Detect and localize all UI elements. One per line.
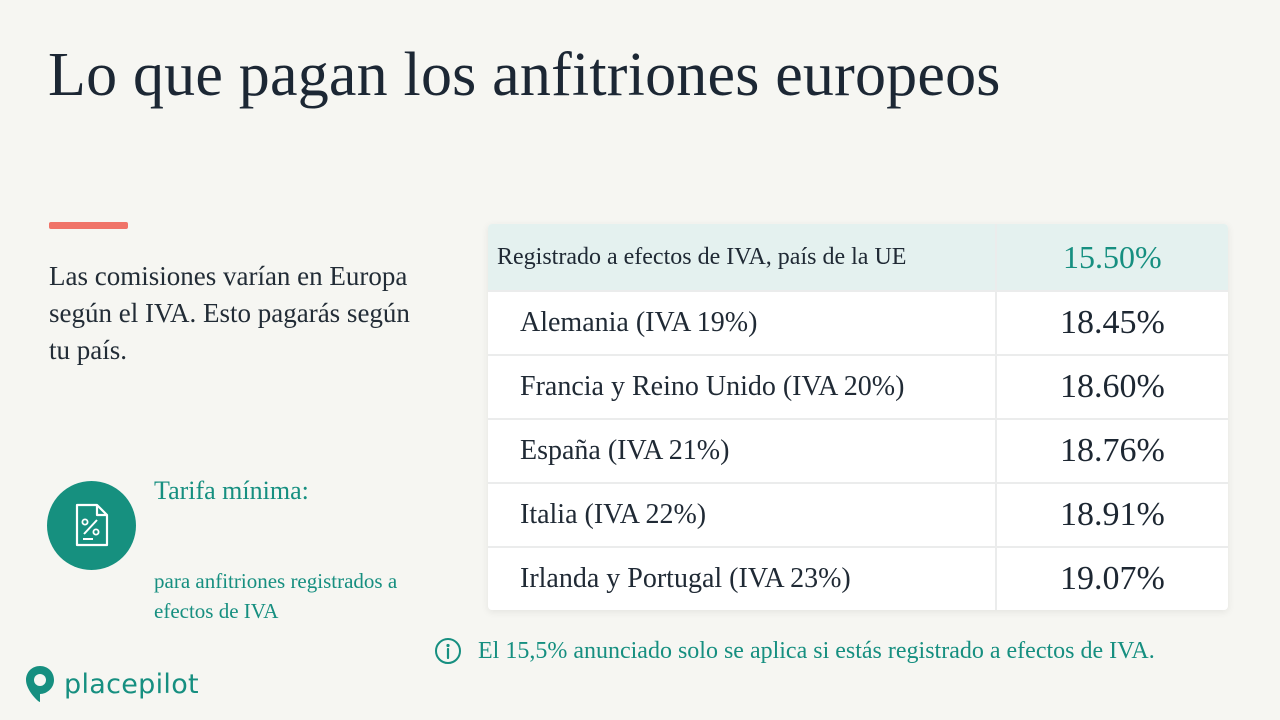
row-label: Francia y Reino Unido (IVA 20%): [488, 355, 997, 420]
accent-divider: [49, 222, 128, 229]
page-title: Lo que pagan los anfitriones europeos: [48, 41, 1001, 109]
row-value: 18.76%: [995, 419, 1228, 484]
row-label: Irlanda y Portugal (IVA 23%): [488, 547, 997, 610]
row-value: 18.91%: [995, 483, 1228, 548]
brand-name: placepilot: [64, 668, 199, 700]
vat-note: El 15,5% anunciado solo se aplica si est…: [434, 637, 1155, 665]
row-value: 18.60%: [995, 355, 1228, 420]
row-label: Registrado a efectos de IVA, país de la …: [488, 224, 997, 292]
min-fee-subtext: para anfitriones registrados a efectos d…: [154, 569, 398, 623]
row-value: 19.07%: [1059, 560, 1165, 597]
table-row: Francia y Reino Unido (IVA 20%) 18.60%: [488, 355, 1228, 420]
percent-document-icon: [47, 481, 136, 570]
rates-table: Registrado a efectos de IVA, país de la …: [488, 224, 1228, 610]
row-label: España (IVA 21%): [488, 419, 997, 484]
row-label: Italia (IVA 22%): [488, 483, 997, 548]
row-value: 15.50%: [995, 224, 1228, 292]
intro-text: Las comisiones varían en Europa según el…: [49, 261, 410, 365]
table-row: Italia (IVA 22%) 18.91%: [488, 483, 1228, 548]
row-label: Alemania (IVA 19%): [488, 291, 997, 356]
row-value: 18.45%: [995, 291, 1228, 356]
table-row: España (IVA 21%) 18.76%: [488, 419, 1228, 484]
table-row: Alemania (IVA 19%) 18.45%: [488, 291, 1228, 356]
min-fee-label: Tarifa mínima:: [154, 476, 309, 505]
table-row: Irlanda y Portugal (IVA 23%) 19.07%: [488, 547, 1228, 610]
note-text: El 15,5% anunciado solo se aplica si est…: [478, 637, 1155, 664]
brand-logo: placepilot: [24, 664, 199, 704]
table-row-highlight: Registrado a efectos de IVA, país de la …: [488, 224, 1228, 292]
location-pin-icon: [26, 666, 54, 702]
info-icon: [435, 638, 461, 664]
